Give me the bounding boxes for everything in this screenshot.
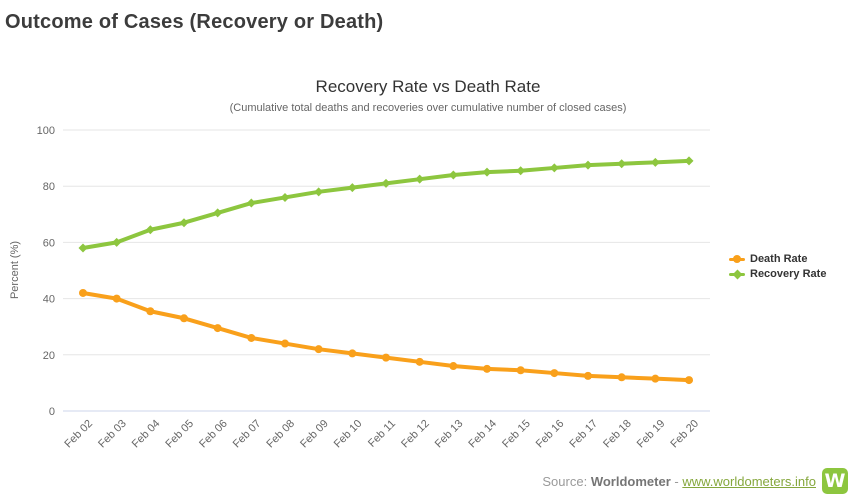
x-tick-label: Feb 09	[298, 418, 331, 451]
series-marker-death-rate[interactable]	[617, 373, 626, 382]
source-link[interactable]: www.worldometers.info	[682, 473, 816, 489]
page-title: Outcome of Cases (Recovery or Death)	[5, 11, 384, 33]
legend-diamond-marker-icon	[729, 269, 745, 279]
legend-item-death-rate[interactable]: Death Rate	[729, 253, 826, 265]
series-marker-recovery-rate[interactable]	[78, 243, 88, 253]
x-tick-label: Feb 17	[567, 418, 600, 451]
series-marker-death-rate[interactable]	[79, 288, 87, 297]
y-axis-title: Percent (%)	[9, 241, 21, 299]
series-marker-death-rate[interactable]	[281, 339, 289, 348]
y-tick-label: 100	[37, 125, 55, 137]
series-marker-recovery-rate[interactable]	[179, 218, 189, 228]
series-marker-recovery-rate[interactable]	[213, 208, 223, 218]
series-marker-death-rate[interactable]	[550, 369, 559, 378]
x-tick-label: Feb 04	[130, 418, 163, 451]
series-marker-recovery-rate[interactable]	[448, 170, 458, 180]
x-tick-label: Feb 16	[534, 418, 567, 451]
y-tick-label: 60	[43, 237, 55, 249]
series-marker-recovery-rate[interactable]	[650, 157, 660, 167]
series-marker-recovery-rate[interactable]	[516, 166, 526, 176]
series-marker-recovery-rate[interactable]	[549, 163, 559, 173]
series-marker-recovery-rate[interactable]	[280, 192, 290, 202]
chart-subtitle: (Cumulative total deaths and recoveries …	[229, 102, 627, 114]
x-tick-label: Feb 15	[500, 418, 533, 451]
y-tick-label: 80	[43, 181, 55, 193]
series-marker-recovery-rate[interactable]	[617, 159, 627, 169]
x-tick-label: Feb 03	[96, 418, 129, 451]
y-tick-label: 20	[43, 350, 55, 362]
legend-circle-marker-icon	[729, 255, 745, 264]
legend-label: Death Rate	[750, 253, 808, 265]
series-marker-recovery-rate[interactable]	[112, 237, 122, 247]
series-marker-death-rate[interactable]	[314, 345, 323, 354]
x-tick-label: Feb 19	[635, 418, 668, 451]
source-footer: Source: Worldometer - www.worldometers.i…	[542, 468, 848, 494]
source-label: Source:	[542, 473, 588, 489]
x-tick-label: Feb 06	[197, 418, 230, 451]
series-marker-recovery-rate[interactable]	[583, 160, 593, 170]
series-marker-recovery-rate[interactable]	[684, 156, 694, 166]
source-text: Source: Worldometer - www.worldometers.i…	[542, 474, 816, 489]
legend-label: Recovery Rate	[750, 268, 827, 280]
x-tick-label: Feb 11	[366, 418, 398, 450]
legend-item-recovery-rate[interactable]: Recovery Rate	[729, 268, 826, 280]
worldometer-logo-icon: W	[822, 468, 848, 494]
x-tick-label: Feb 10	[332, 418, 365, 451]
y-tick-label: 0	[49, 406, 55, 418]
series-marker-death-rate[interactable]	[180, 314, 188, 323]
series-marker-death-rate[interactable]	[382, 353, 390, 362]
x-tick-label: Feb 05	[163, 418, 196, 451]
source-separator: -	[674, 473, 679, 489]
x-tick-label: Feb 20	[668, 418, 701, 451]
series-line-recovery-rate[interactable]	[81, 158, 691, 251]
x-tick-label: Feb 02	[62, 418, 95, 451]
chart-title: Recovery Rate vs Death Rate	[315, 77, 541, 96]
series-marker-death-rate[interactable]	[112, 294, 121, 303]
series-marker-recovery-rate[interactable]	[145, 225, 155, 235]
chart-legend: Death Rate Recovery Rate	[729, 253, 826, 280]
x-tick-label: Feb 07	[231, 418, 264, 451]
x-tick-label: Feb 14	[466, 418, 499, 451]
series-marker-death-rate[interactable]	[651, 374, 660, 383]
x-tick-label: Feb 18	[601, 418, 634, 451]
logo-letter: W	[824, 469, 846, 492]
x-tick-label: Feb 08	[264, 418, 297, 451]
series-marker-death-rate[interactable]	[146, 307, 155, 316]
y-tick-label: 40	[43, 294, 55, 306]
series-marker-death-rate[interactable]	[213, 324, 222, 333]
x-tick-label: Feb 13	[433, 418, 466, 451]
series-marker-death-rate[interactable]	[247, 333, 256, 342]
series-marker-death-rate[interactable]	[483, 364, 491, 373]
series-marker-death-rate[interactable]	[685, 376, 693, 385]
series-marker-recovery-rate[interactable]	[314, 187, 324, 197]
series-marker-recovery-rate[interactable]	[246, 198, 256, 208]
series-marker-recovery-rate[interactable]	[482, 167, 492, 177]
series-marker-recovery-rate[interactable]	[381, 178, 391, 188]
series-marker-recovery-rate[interactable]	[347, 183, 357, 193]
series-marker-death-rate[interactable]	[584, 371, 592, 380]
x-tick-label: Feb 12	[399, 418, 432, 451]
source-name: Worldometer	[590, 473, 671, 489]
series-marker-recovery-rate[interactable]	[415, 174, 425, 184]
series-marker-death-rate[interactable]	[348, 349, 357, 358]
series-line-death-rate[interactable]	[81, 290, 691, 383]
series-marker-death-rate[interactable]	[415, 357, 424, 366]
series-marker-death-rate[interactable]	[516, 366, 525, 375]
series-marker-death-rate[interactable]	[449, 362, 458, 371]
